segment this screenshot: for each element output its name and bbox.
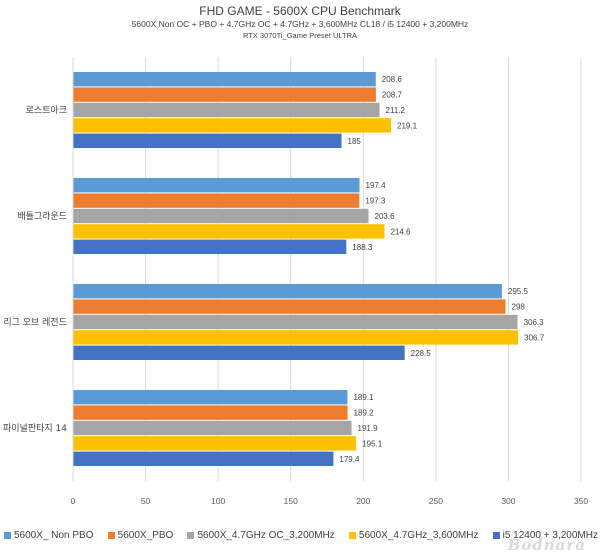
- legend-item: 5600X_4.7GHz_3,600MHz: [348, 530, 479, 541]
- legend-item: i5 12400 + 3,200MHz: [492, 530, 598, 541]
- data-label: 195.1: [362, 439, 383, 448]
- legend-item: 5600X_4.7GHz OC_3,200MHz: [187, 530, 335, 541]
- x-tick-label: 150: [284, 496, 298, 506]
- bar: [73, 420, 352, 436]
- legend-swatch: [107, 532, 115, 539]
- legend-item: 5600X_PBO: [107, 530, 174, 541]
- legend-swatch: [187, 532, 195, 539]
- data-label: 214.6: [390, 227, 411, 236]
- legend-swatch: [4, 532, 11, 539]
- bar: [73, 133, 342, 148]
- bar: [73, 102, 380, 118]
- bar: [73, 193, 360, 208]
- x-tick-label: 0: [71, 496, 76, 506]
- bar: [73, 87, 376, 102]
- legend-label: 5600X_4.7GHz OC_3,200MHz: [197, 530, 335, 541]
- bar: [73, 330, 519, 345]
- category-label: 리그 오브 레전드: [3, 317, 67, 328]
- legend-label: 5600X_ Non PBO: [14, 530, 94, 541]
- data-label: 208.6: [382, 75, 403, 84]
- bar: [73, 284, 502, 299]
- data-label: 228.5: [411, 349, 432, 358]
- legend-label: 5600X_4.7GHz_3,600MHz: [358, 530, 479, 541]
- data-label: 179.4: [339, 455, 360, 464]
- legend-label: i5 12400 + 3,200MHz: [502, 530, 598, 541]
- x-tick-label: 50: [141, 496, 151, 506]
- data-label: 306.7: [524, 333, 545, 342]
- bar: [73, 118, 392, 133]
- data-label: 197.4: [366, 181, 387, 190]
- legend-swatch: [348, 532, 356, 539]
- x-tick-label: 250: [429, 496, 443, 506]
- data-label: 191.9: [358, 424, 379, 433]
- data-label: 197.3: [365, 197, 386, 206]
- data-label: 189.2: [354, 409, 375, 418]
- data-label: 211.2: [386, 106, 406, 115]
- bar: [73, 405, 348, 420]
- x-tick-label: 100: [211, 496, 225, 506]
- bar: [73, 178, 360, 193]
- bar: [73, 314, 518, 330]
- bar: [73, 345, 405, 360]
- bar: [73, 72, 376, 87]
- data-label: 203.6: [375, 212, 396, 221]
- x-tick-label: 300: [501, 496, 515, 506]
- bar: [73, 390, 348, 405]
- data-label: 185: [348, 137, 362, 146]
- data-label: 295.5: [508, 287, 529, 296]
- data-label: 189.1: [353, 393, 374, 402]
- data-label: 208.7: [382, 91, 403, 100]
- category-label: 파이널판타지 14: [3, 423, 67, 434]
- legend-swatch: [492, 532, 500, 539]
- bar: [73, 436, 357, 451]
- category-label: 로스트아크: [26, 105, 67, 116]
- bar: [73, 451, 334, 466]
- chart-subtitle-secondary: RTX 3070Ti_Game Preset ULTRA: [242, 31, 358, 40]
- bar: [73, 299, 506, 314]
- legend-label: 5600X_PBO: [117, 530, 174, 541]
- data-label: 219.1: [397, 121, 418, 130]
- bar: [73, 208, 369, 224]
- data-label: 188.3: [352, 243, 373, 252]
- x-tick-label: 350: [574, 496, 588, 506]
- chart-subtitle: 5600X Non OC + PBO + 4.7GHz OC + 4.7GHz …: [131, 19, 469, 29]
- chart-title: FHD GAME - 5600X CPU Benchmark: [199, 4, 401, 18]
- category-label: 배틀그라운드: [17, 211, 67, 222]
- chart-legend: 5600X_ Non PBO 5600X_PBO 5600X_4.7GHz OC_3…: [4, 530, 598, 541]
- x-tick-label: 200: [356, 496, 370, 506]
- data-label: 298: [512, 303, 526, 312]
- bar: [73, 224, 385, 239]
- data-label: 306.3: [524, 318, 545, 327]
- legend-item: 5600X_ Non PBO: [4, 530, 94, 541]
- bar: [73, 239, 347, 254]
